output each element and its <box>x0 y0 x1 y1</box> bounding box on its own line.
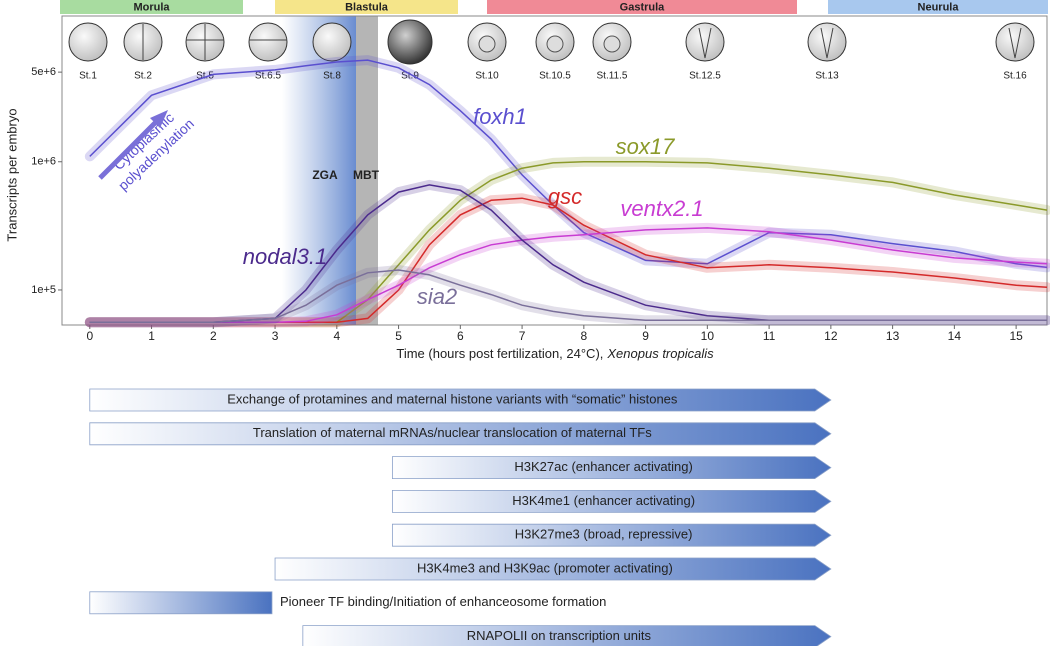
series-label: sox17 <box>616 134 675 159</box>
stage-group-bar <box>60 0 243 14</box>
zga-label: ZGA <box>312 168 338 182</box>
polyadenylation-note: Cytoplasmic polyadenylation <box>110 109 197 193</box>
embryo-detail <box>546 35 564 53</box>
series-line <box>89 269 1047 323</box>
stage-label: St.5 <box>196 71 214 82</box>
note-arrowhead <box>150 110 168 128</box>
process-label: Pioneer TF binding/Initiation of enhance… <box>280 594 606 609</box>
stage-label: St.6.5 <box>255 71 282 82</box>
embryo-drawing <box>387 19 433 65</box>
stage-group-bar <box>487 0 797 14</box>
stage-group-bar <box>828 0 1048 14</box>
process-arrow <box>391 489 832 513</box>
embryo-drawing <box>68 22 108 62</box>
series-label: gsc <box>548 184 582 209</box>
process-bar <box>89 591 273 615</box>
x-tick-label: 9 <box>642 329 649 343</box>
plot-frame <box>61 15 1048 326</box>
process-arrow <box>302 625 832 646</box>
x-tick-label: 5 <box>395 329 402 343</box>
embryo-drawing <box>248 22 288 62</box>
x-tick-label: 8 <box>580 329 587 343</box>
embryo-drawing <box>312 22 352 62</box>
process-label: RNAPOLII on transcription units <box>467 628 652 643</box>
embryo-drawing <box>807 22 847 62</box>
stage-label: St.16 <box>1003 71 1027 82</box>
embryo-detail <box>478 35 496 53</box>
process-label: H3K4me1 (enhancer activating) <box>512 493 695 508</box>
stage-label: St.11.5 <box>597 71 628 82</box>
x-tick-label: 10 <box>701 329 715 343</box>
stage-label: St.13 <box>815 71 839 82</box>
process-arrow <box>274 557 832 581</box>
stage-label: St.2 <box>134 71 152 82</box>
process-label: Translation of maternal mRNAs/nuclear tr… <box>253 425 652 440</box>
x-tick-label: 3 <box>272 329 279 343</box>
y-tick-label: 5e+6 <box>31 66 56 78</box>
series-label: nodal3.1 <box>243 244 327 269</box>
x-tick-label: 11 <box>763 329 776 343</box>
series-label: ventx2.1 <box>620 196 703 221</box>
x-axis-title: Time (hours post fertilization, 24°C), Xe… <box>396 346 714 361</box>
embryo-drawing <box>995 22 1035 62</box>
x-tick-label: 7 <box>519 329 526 343</box>
series-label: foxh1 <box>473 104 527 129</box>
process-label: H3K27ac (enhancer activating) <box>514 459 693 474</box>
process-label: H3K27me3 (broad, repressive) <box>515 527 693 542</box>
process-arrow <box>89 422 832 446</box>
x-tick-label: 14 <box>948 329 962 343</box>
y-tick-label: 1e+5 <box>31 284 56 296</box>
process-arrow <box>391 523 832 547</box>
embryo-detail <box>698 27 712 59</box>
stage-label: St.1 <box>79 71 97 82</box>
x-tick-label: 12 <box>824 329 838 343</box>
x-tick-label: 15 <box>1009 329 1023 343</box>
stage-group-bar <box>275 0 458 14</box>
stage-group-label: Blastula <box>345 1 389 13</box>
embryo-detail <box>603 35 621 53</box>
y-tick-label: 1e+6 <box>31 156 56 168</box>
mbt-label: MBT <box>353 168 380 182</box>
x-axis-title-main: Time (hours post fertilization, 24°C), <box>396 346 603 361</box>
process-arrow <box>89 388 832 412</box>
stage-label: St.8 <box>323 71 341 82</box>
x-tick-label: 1 <box>148 329 155 343</box>
series-line <box>89 59 1048 269</box>
x-tick-label: 2 <box>210 329 217 343</box>
stage-group-label: Neurula <box>918 1 960 13</box>
stage-group-label: Gastrula <box>620 1 666 13</box>
x-tick-label: 6 <box>457 329 464 343</box>
y-axis-title: Transcripts per embryo <box>4 108 19 241</box>
process-arrow <box>391 456 832 480</box>
x-tick-label: 13 <box>886 329 900 343</box>
process-label: Exchange of protamines and maternal hist… <box>227 391 678 406</box>
note-arrow <box>98 116 162 180</box>
x-axis-title-species: Xenopus tropicalis <box>606 346 714 361</box>
embryo-detail <box>820 27 834 59</box>
process-label: H3K4me3 and H3K9ac (promoter activating) <box>417 560 673 575</box>
stage-label: St.12.5 <box>689 71 721 82</box>
x-tick-label: 4 <box>333 329 340 343</box>
series-line <box>89 227 1048 323</box>
stage-group-label: Morula <box>133 1 170 13</box>
embryo-drawing <box>685 22 725 62</box>
stage-label: St.10.5 <box>539 71 571 82</box>
stage-label: St.9 <box>401 71 419 82</box>
series-label: sia2 <box>417 284 457 309</box>
embryo-detail <box>1008 27 1022 59</box>
x-tick-label: 0 <box>86 329 93 343</box>
series-band <box>84 193 1050 328</box>
mbt-shading <box>356 16 378 325</box>
stage-label: St.10 <box>475 71 499 82</box>
